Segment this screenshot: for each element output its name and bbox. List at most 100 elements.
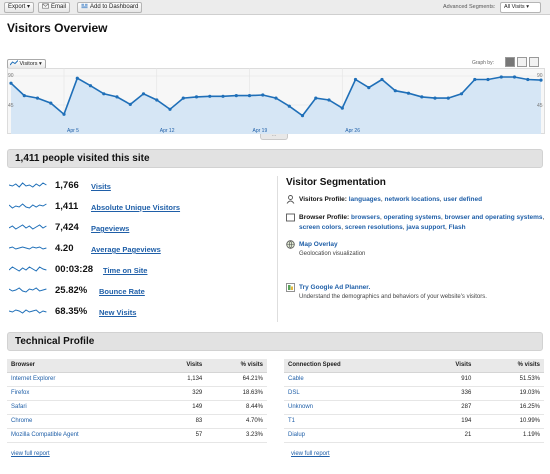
flash-link[interactable]: Flash bbox=[448, 224, 466, 231]
row-name-link[interactable]: Unknown bbox=[284, 400, 422, 415]
email-button[interactable]: Email bbox=[38, 2, 71, 13]
metric-label-link[interactable]: Average Pageviews bbox=[91, 245, 161, 254]
metric-label-link[interactable]: Time on Site bbox=[103, 266, 148, 275]
data-point[interactable] bbox=[115, 95, 119, 99]
row-name-link[interactable]: Dialup bbox=[284, 428, 422, 443]
data-point[interactable] bbox=[49, 101, 53, 105]
metric-label-link[interactable]: Pageviews bbox=[91, 224, 130, 233]
data-point[interactable] bbox=[433, 96, 437, 100]
dashboard-icon bbox=[81, 3, 88, 9]
browser-and-os-link[interactable]: browser and operating systems bbox=[444, 214, 543, 221]
data-point[interactable] bbox=[486, 77, 490, 82]
graph-resize-handle[interactable]: ⋯ bbox=[260, 134, 288, 140]
table-row: Internet Explorer 1,134 64.21% bbox=[7, 372, 267, 387]
table-row: Cable 910 51.53% bbox=[284, 372, 544, 387]
visitors-area bbox=[11, 77, 541, 134]
data-point[interactable] bbox=[194, 95, 199, 99]
data-point[interactable] bbox=[234, 94, 238, 98]
languages-link[interactable]: languages bbox=[348, 196, 381, 203]
data-point[interactable] bbox=[446, 96, 450, 100]
data-point[interactable] bbox=[62, 112, 66, 116]
metric-label-link[interactable]: Bounce Rate bbox=[99, 287, 145, 296]
operating-systems-link[interactable]: operating systems bbox=[383, 214, 441, 221]
browser-full-report-link[interactable]: view full report bbox=[11, 451, 50, 457]
row-name-link[interactable]: DSL bbox=[284, 386, 422, 401]
browsers-link[interactable]: browsers bbox=[351, 214, 380, 221]
data-point[interactable] bbox=[473, 77, 477, 82]
metric-label-link[interactable]: Absolute Unique Visitors bbox=[91, 203, 181, 212]
data-point[interactable] bbox=[512, 75, 517, 79]
data-point[interactable] bbox=[393, 89, 397, 93]
graph-by-month-button[interactable] bbox=[529, 57, 539, 67]
row-name-link[interactable]: Mozilla Compatible Agent bbox=[7, 428, 159, 443]
sparkline-icon bbox=[9, 182, 47, 188]
data-point[interactable] bbox=[168, 107, 172, 111]
segmentation-title: Visitor Segmentation bbox=[286, 177, 386, 188]
data-point[interactable] bbox=[9, 81, 13, 85]
data-point[interactable] bbox=[340, 106, 344, 110]
data-point[interactable] bbox=[128, 102, 132, 106]
data-point[interactable] bbox=[22, 94, 26, 98]
data-point[interactable] bbox=[88, 84, 93, 88]
data-point[interactable] bbox=[406, 91, 411, 95]
data-point[interactable] bbox=[420, 95, 424, 99]
data-point[interactable] bbox=[380, 77, 384, 82]
technical-profile-header: Technical Profile bbox=[7, 332, 543, 351]
data-point[interactable] bbox=[221, 94, 225, 98]
data-point[interactable] bbox=[300, 114, 305, 118]
user-defined-link[interactable]: user defined bbox=[443, 196, 483, 203]
data-point[interactable] bbox=[141, 92, 146, 96]
row-visits: 1,134 bbox=[158, 372, 207, 387]
row-visits: 57 bbox=[158, 428, 207, 443]
browser-table: Browser Visits % visits Internet Explore… bbox=[7, 359, 267, 443]
row-name-link[interactable]: Chrome bbox=[7, 414, 159, 429]
ad-planner-link[interactable]: Try Google Ad Planner. bbox=[299, 284, 371, 291]
row-name-link[interactable]: Safari bbox=[7, 400, 159, 415]
data-point[interactable] bbox=[155, 98, 159, 102]
row-name-link[interactable]: T1 bbox=[284, 414, 422, 429]
sparkline-icon bbox=[9, 309, 47, 314]
data-point[interactable] bbox=[314, 96, 318, 100]
data-point[interactable] bbox=[208, 94, 212, 98]
java-support-link[interactable]: java support bbox=[406, 224, 445, 231]
row-percent: 3.23% bbox=[206, 428, 267, 443]
data-point[interactable] bbox=[459, 92, 464, 96]
data-point[interactable] bbox=[526, 77, 530, 82]
connection-full-report-link[interactable]: view full report bbox=[291, 451, 330, 457]
export-button[interactable]: Export ▾ bbox=[4, 2, 35, 13]
envelope-icon bbox=[42, 3, 49, 9]
add-to-dashboard-button[interactable]: Add to Dashboard bbox=[77, 2, 143, 13]
row-name-link[interactable]: Internet Explorer bbox=[7, 372, 159, 387]
data-point[interactable] bbox=[539, 78, 543, 82]
screen-resolutions-link[interactable]: screen resolutions bbox=[344, 224, 403, 231]
summary-header: 1,411 people visited this site bbox=[7, 149, 543, 168]
row-name-link[interactable]: Cable bbox=[284, 372, 422, 387]
metric-label-link[interactable]: New Visits bbox=[99, 308, 137, 317]
connection-speed-column-header: Connection Speed bbox=[284, 359, 422, 373]
data-point[interactable] bbox=[261, 93, 265, 97]
data-point[interactable] bbox=[247, 94, 252, 98]
data-point[interactable] bbox=[499, 75, 503, 79]
data-point[interactable] bbox=[35, 96, 40, 100]
metric-label-link[interactable]: Visits bbox=[91, 182, 111, 191]
metric-value: 4.20 bbox=[55, 243, 74, 254]
data-point[interactable] bbox=[353, 77, 358, 82]
data-point[interactable] bbox=[327, 98, 331, 102]
network-locations-link[interactable]: network locations bbox=[384, 196, 440, 203]
data-point[interactable] bbox=[287, 104, 291, 108]
graph-by-day-button[interactable] bbox=[505, 57, 515, 67]
data-point[interactable] bbox=[274, 96, 278, 100]
visits-column-header: Visits bbox=[421, 359, 476, 373]
data-point[interactable] bbox=[102, 92, 106, 96]
data-point[interactable] bbox=[367, 86, 371, 90]
graph-by-week-button[interactable] bbox=[517, 57, 527, 67]
data-point[interactable] bbox=[75, 76, 79, 80]
table-row: Dialup 21 1.19% bbox=[284, 428, 544, 443]
data-point[interactable] bbox=[181, 96, 185, 100]
advanced-segments-select[interactable]: All Visits ▾ bbox=[500, 2, 541, 13]
screen-colors-link[interactable]: screen colors bbox=[299, 224, 342, 231]
row-name-link[interactable]: Firefox bbox=[7, 386, 159, 401]
row-visits: 83 bbox=[158, 414, 207, 429]
map-overlay-link[interactable]: Map Overlay bbox=[299, 241, 338, 248]
connection-table-header: Connection Speed Visits % visits bbox=[284, 359, 544, 373]
